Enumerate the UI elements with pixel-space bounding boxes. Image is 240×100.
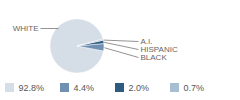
svg-text:A.I.: A.I. bbox=[140, 37, 153, 47]
svg-text:2.0%: 2.0% bbox=[129, 83, 150, 93]
svg-text:BLACK: BLACK bbox=[141, 53, 168, 62]
svg-text:WHITE: WHITE bbox=[13, 24, 39, 33]
svg-text:0.7%: 0.7% bbox=[184, 83, 205, 93]
svg-text:4.4%: 4.4% bbox=[74, 83, 95, 93]
svg-text:92.8%: 92.8% bbox=[19, 83, 45, 93]
svg-text:HISPANIC: HISPANIC bbox=[140, 45, 178, 55]
